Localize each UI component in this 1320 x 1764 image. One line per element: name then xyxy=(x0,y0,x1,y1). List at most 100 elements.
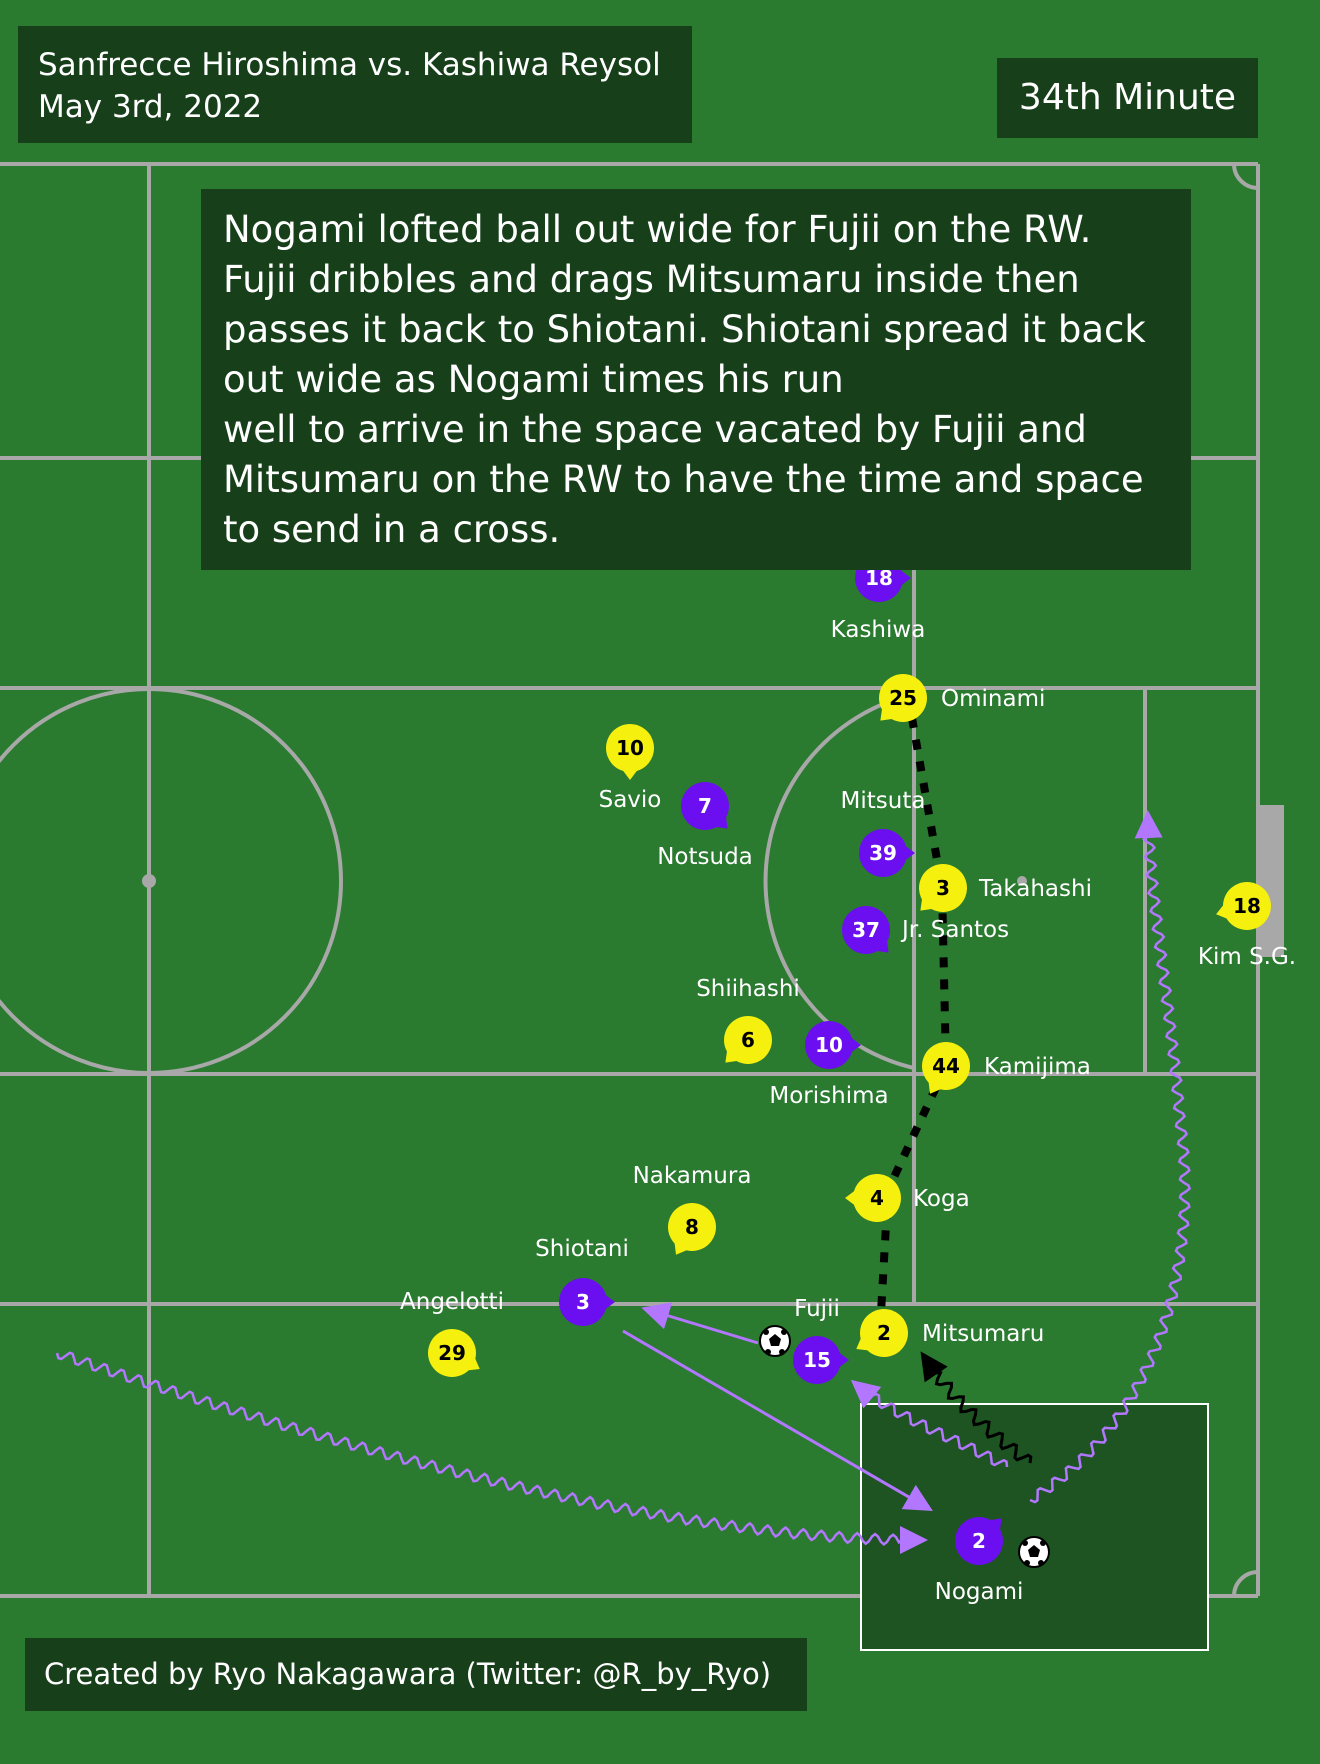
match-date: May 3rd, 2022 xyxy=(38,89,263,125)
kashiwa-player-nakamura: 8 Nakamura xyxy=(633,1163,752,1255)
player-number: 18 xyxy=(1233,894,1261,918)
pass-fujii-to-shiotani xyxy=(641,1302,759,1345)
fujii-dribble xyxy=(850,1379,1009,1468)
player-name: Ominami xyxy=(941,686,1045,712)
player-marker xyxy=(860,1309,908,1357)
minute-badge: 34th Minute xyxy=(997,58,1258,138)
player-name: Fujii xyxy=(794,1296,840,1322)
player-marker xyxy=(879,674,927,722)
player-number: 15 xyxy=(803,1348,831,1372)
player-number: 37 xyxy=(852,918,880,942)
description-line: Mitsumaru on the RW to have the time and… xyxy=(223,458,1144,501)
player-name: Kamijima xyxy=(984,1054,1091,1080)
kashiwa-player-koga: 4 Koga xyxy=(845,1174,970,1222)
player-number: 6 xyxy=(741,1028,755,1052)
description-line: Nogami lofted ball out wide for Fujii on… xyxy=(223,208,1092,251)
hiroshima-player-shiotani: 3 Shiotani xyxy=(535,1236,629,1326)
player-marker xyxy=(955,1517,1003,1565)
player-marker xyxy=(805,1021,853,1069)
player-marker xyxy=(842,906,890,954)
player-number: 10 xyxy=(815,1033,843,1057)
center-circle xyxy=(0,687,343,1075)
play-description: Nogami lofted ball out wide for Fujii on… xyxy=(201,189,1191,570)
description-line: well to arrive in the space vacated by F… xyxy=(223,408,1087,451)
description-line: Fujii dribbles and drags Mitsumaru insid… xyxy=(223,258,1080,301)
hiroshima-player-morishima: 10 Morishima xyxy=(769,1021,889,1109)
player-marker xyxy=(681,782,729,830)
kashiwa-player-angelotti: 29 Angelotti xyxy=(400,1289,504,1377)
player-marker xyxy=(606,724,654,772)
kashiwa-player-ominami: 25 Ominami xyxy=(879,674,1045,722)
player-name: Takahashi xyxy=(978,876,1092,902)
kashiwa-player-mitsumaru: 2 Mitsumaru xyxy=(856,1309,1044,1357)
hiroshima-player-jr-santos: 37 Jr. Santos xyxy=(842,906,1009,954)
player-name: Angelotti xyxy=(400,1289,504,1315)
player-marker xyxy=(853,1174,901,1222)
pass-shiotani-wide xyxy=(622,1329,933,1512)
kashiwa-defensive-line xyxy=(876,717,951,1331)
hiroshima-player-mitsuta: 39 Mitsuta xyxy=(841,788,926,877)
player-number: 39 xyxy=(869,841,897,865)
description-line: to send in a cross. xyxy=(223,508,561,551)
kashiwa-player-kamijima: 44 Kamijima xyxy=(922,1042,1091,1094)
player-marker xyxy=(922,1042,970,1090)
kashiwa-player-savio: 10 Savio xyxy=(599,724,662,813)
player-name: Notsuda xyxy=(657,844,753,870)
corner-arc-bottom xyxy=(1232,1570,1259,1597)
player-name: Jr. Santos xyxy=(900,917,1009,943)
match-title: Sanfrecce Hiroshima vs. Kashiwa Reysol xyxy=(38,47,661,83)
hiroshima-player-nogami: 2 Nogami xyxy=(935,1517,1024,1605)
nogami-overlapping-run xyxy=(1029,810,1192,1504)
kashiwa-player-shiihashi: 6 Shiihashi xyxy=(696,976,800,1064)
player-number: 18 xyxy=(865,566,893,590)
ball-icon xyxy=(759,1325,791,1357)
player-marker xyxy=(793,1336,841,1384)
player-name: Savio xyxy=(599,787,662,813)
player-marker xyxy=(919,864,967,912)
hiroshima-player-fujii: 15 Fujii xyxy=(793,1296,849,1384)
player-name: Koga xyxy=(913,1186,970,1212)
player-name: Nakamura xyxy=(633,1163,752,1189)
mitsumaru-tracking-run xyxy=(920,1351,1033,1464)
player-number: 3 xyxy=(936,876,950,900)
player-marker xyxy=(724,1016,772,1064)
highlight-zone xyxy=(860,1403,1209,1651)
player-name: Nogami xyxy=(935,1579,1024,1605)
kashiwa-player-takahashi: 3 Takahashi xyxy=(919,864,1092,912)
kashiwa-player-kim-s-g: 18 Kim S.G. xyxy=(1198,882,1296,970)
player-number: 3 xyxy=(576,1290,590,1314)
description-line: out wide as Nogami times his run xyxy=(223,358,844,401)
player-marker xyxy=(1223,882,1271,930)
player-number: 7 xyxy=(698,794,712,818)
penalty-spot xyxy=(1017,876,1027,886)
player-name: Kashiwa xyxy=(831,617,926,643)
player-marker xyxy=(668,1203,716,1251)
player-number: 4 xyxy=(870,1186,884,1210)
player-marker xyxy=(559,1278,607,1326)
player-name: Kim S.G. xyxy=(1198,944,1296,970)
player-marker xyxy=(859,829,907,877)
credit-footer: Created by Ryo Nakagawara (Twitter: @R_b… xyxy=(25,1638,807,1711)
player-number: 8 xyxy=(685,1215,699,1239)
penalty-arc xyxy=(763,692,915,1070)
description-line: passes it back to Shiotani. Shiotani spr… xyxy=(223,308,1146,351)
players: 18 Kashiwa 7 Notsuda 39 Mitsuta 37 Jr. Santos 10… xyxy=(400,554,1296,1605)
player-name: Mitsuta xyxy=(841,788,926,814)
center-spot xyxy=(142,874,156,888)
late-run-into-box xyxy=(55,1351,928,1554)
player-name: Mitsumaru xyxy=(922,1321,1044,1347)
player-number: 44 xyxy=(932,1054,960,1078)
pitch-lines xyxy=(0,162,1260,1598)
corner-arc-top xyxy=(1232,163,1259,190)
ball-icon xyxy=(1018,1536,1050,1568)
player-name: Shiihashi xyxy=(696,976,800,1002)
hiroshima-player-notsuda: 7 Notsuda xyxy=(657,782,753,870)
player-marker xyxy=(428,1329,476,1377)
player-number: 29 xyxy=(438,1341,466,1365)
player-number: 2 xyxy=(972,1529,986,1553)
player-number: 10 xyxy=(616,736,644,760)
player-name: Morishima xyxy=(769,1083,888,1109)
player-name: Shiotani xyxy=(535,1236,629,1262)
match-info-panel: Sanfrecce Hiroshima vs. Kashiwa Reysol M… xyxy=(18,26,692,143)
